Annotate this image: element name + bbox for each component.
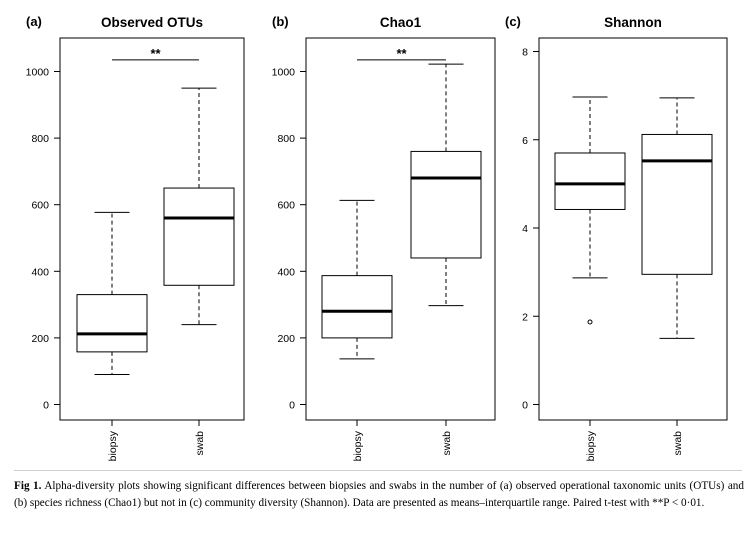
iqr-box xyxy=(321,275,393,339)
y-tick-label: 1000 xyxy=(26,67,50,79)
iqr-box xyxy=(76,294,148,353)
y-tick-label: 6 xyxy=(522,135,528,147)
y-tick-label: 600 xyxy=(277,200,295,212)
figure-caption: Fig 1. Alpha-diversity plots showing sig… xyxy=(14,478,744,512)
panel-title: Shannon xyxy=(604,15,662,30)
box-biopsy xyxy=(76,211,148,376)
iqr-box xyxy=(410,150,482,259)
plot-frame xyxy=(59,37,245,421)
y-tick-label: 8 xyxy=(522,47,528,59)
panel-label: (c) xyxy=(505,14,521,29)
y-tick-label: 2 xyxy=(522,311,528,323)
x-tick-label: biopsy xyxy=(107,430,119,461)
box-biopsy xyxy=(554,96,626,325)
box-swab xyxy=(641,97,713,339)
x-tick-label: swab xyxy=(672,431,684,456)
y-tick-label: 0 xyxy=(522,400,528,412)
x-tick-label: biopsy xyxy=(352,430,364,461)
y-tick-label: 200 xyxy=(277,333,295,345)
y-tick-label: 0 xyxy=(289,400,295,412)
box-biopsy xyxy=(321,199,393,360)
iqr-box xyxy=(554,152,626,210)
y-tick-label: 1000 xyxy=(272,67,296,79)
panel-b: (b) Chao1 0 200 400 600 800 1000 biopsy swab ** xyxy=(272,14,496,461)
x-tick-label: swab xyxy=(441,431,453,456)
caption-lead: Fig 1. xyxy=(14,480,42,492)
caption-text: Alpha-diversity plots showing significan… xyxy=(14,480,744,509)
box-swab xyxy=(163,87,235,326)
y-tick-label: 400 xyxy=(31,266,49,278)
plot-frame xyxy=(538,37,728,421)
panel-title: Chao1 xyxy=(380,15,422,30)
iqr-box xyxy=(163,187,235,286)
y-tick-label: 800 xyxy=(31,133,49,145)
outlier-point xyxy=(587,319,593,325)
y-tick-label: 400 xyxy=(277,266,295,278)
y-tick-label: 0 xyxy=(43,400,49,412)
iqr-box xyxy=(641,133,713,275)
y-tick-label: 800 xyxy=(277,133,295,145)
panel-label: (b) xyxy=(272,14,289,29)
significance-label: ** xyxy=(150,46,161,61)
significance-label: ** xyxy=(396,46,407,61)
panel-title: Observed OTUs xyxy=(101,15,203,30)
y-tick-label: 4 xyxy=(522,223,528,235)
plot-frame xyxy=(305,37,496,421)
x-tick-label: biopsy xyxy=(585,430,597,461)
y-tick-label: 200 xyxy=(31,333,49,345)
x-tick-label: swab xyxy=(194,431,206,456)
panel-c: (c) Shannon 0 2 4 6 8 biopsy swab xyxy=(505,14,728,461)
y-tick-label: 600 xyxy=(31,200,49,212)
panel-a: (a) Observed OTUs 0 200 400 600 800 1000 biopsy s… xyxy=(26,14,245,461)
caption-divider xyxy=(14,470,742,471)
panel-label: (a) xyxy=(26,14,42,29)
box-swab xyxy=(410,63,482,307)
